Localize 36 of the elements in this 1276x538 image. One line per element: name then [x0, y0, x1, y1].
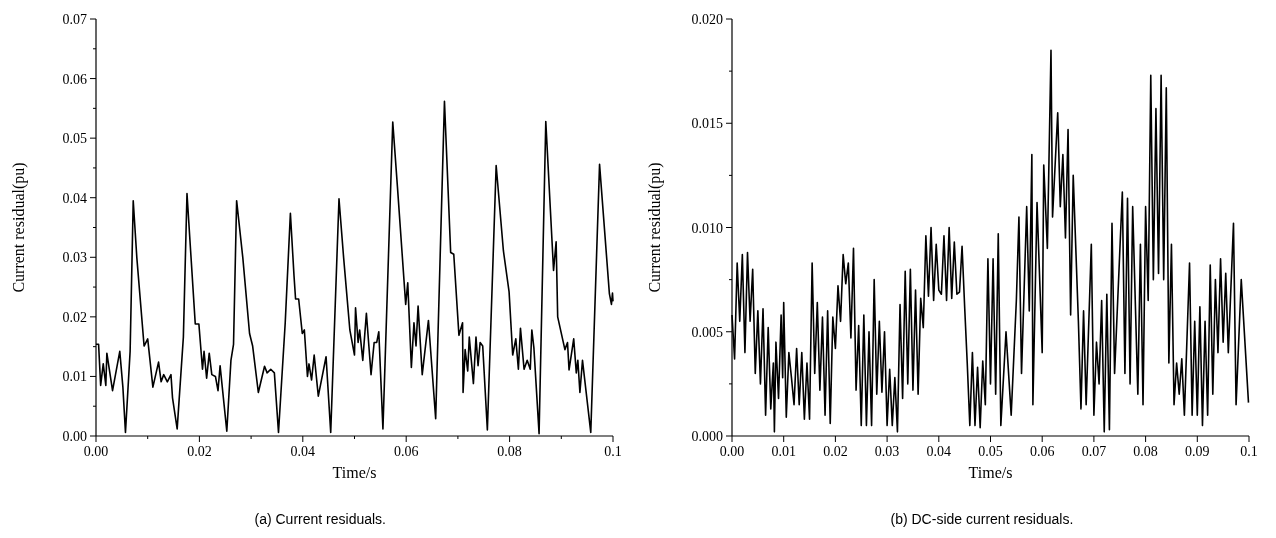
y-tick-label: 0.03	[62, 250, 87, 266]
y-tick-label: 0.02	[62, 309, 87, 325]
y-axis-title: Current residual(pu)	[646, 162, 664, 293]
y-tick-label: 0.05	[62, 131, 87, 147]
x-tick-label: 0.1	[1240, 444, 1258, 459]
y-tick-label: 0.010	[691, 220, 723, 236]
y-tick-label: 0.000	[691, 429, 723, 444]
y-tick-label: 0.005	[691, 324, 723, 340]
text: (b) DC-side current residuals.	[890, 511, 1074, 527]
y-tick-label: 0.07	[62, 12, 87, 27]
y-tick-label: 0.04	[62, 190, 87, 206]
y-tick-label: 0.020	[691, 12, 723, 27]
x-tick-label: 0.00	[719, 444, 745, 459]
x-tick-label: 0.08	[1133, 444, 1158, 459]
y-tick-label: 0.06	[62, 71, 87, 87]
x-tick-label: 0.05	[978, 444, 1003, 459]
x-tick-label: 0.04	[290, 444, 316, 459]
y-tick-label: 0.015	[691, 116, 723, 132]
x-tick-label: 0.00	[83, 444, 109, 459]
y-tick-label: 0.00	[62, 429, 87, 444]
x-tick-label: 0.06	[393, 444, 419, 459]
x-tick-label: 0.04	[926, 444, 952, 459]
x-tick-label: 0.1	[604, 444, 622, 459]
x-tick-label: 0.01	[771, 444, 796, 459]
y-axis-title: Current residual(pu)	[10, 162, 28, 293]
x-axis-title: Time/s	[968, 464, 1013, 481]
y-tick-label: 0.01	[62, 369, 87, 385]
x-tick-label: 0.08	[497, 444, 522, 459]
text: (a) Current residuals.	[254, 511, 386, 527]
x-tick-label: 0.07	[1081, 444, 1107, 459]
x-tick-label: 0.02	[187, 444, 212, 459]
x-tick-label: 0.09	[1185, 444, 1210, 459]
x-tick-label: 0.03	[874, 444, 900, 459]
x-tick-label: 0.06	[1029, 444, 1055, 459]
x-tick-label: 0.02	[823, 444, 848, 459]
x-axis-title: Time/s	[332, 464, 377, 481]
